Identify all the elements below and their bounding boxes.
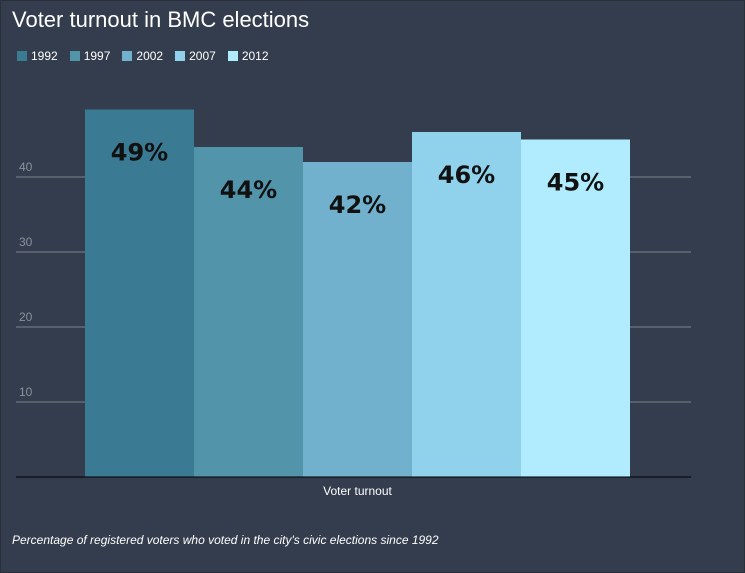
legend-item-2007: 2007 [175,49,216,63]
y-tick-label: 30 [19,235,33,249]
bar-2007 [412,132,521,477]
legend-label: 2012 [241,49,269,63]
legend-swatch [122,51,133,61]
legend-label: 2002 [136,49,164,63]
data-label: 42% [329,191,386,219]
legend-item-1992: 1992 [17,49,58,63]
y-tick-label: 10 [19,385,33,399]
bar-1992 [85,109,194,477]
legend-label: 2007 [189,49,216,63]
data-label: 49% [111,139,168,167]
chart-caption: Percentage of registered voters who vote… [12,533,439,547]
legend-swatch [227,51,238,61]
chart-legend: 1992 1997 2002 2007 2012 [17,49,269,63]
legend-item-2012: 2012 [227,49,269,63]
data-label: 46% [438,161,495,189]
bar-2012 [521,139,630,477]
legend-label: 1992 [31,49,58,63]
data-label: 44% [220,176,277,204]
x-category-label: Voter turnout [323,484,392,498]
bar-2002 [303,162,412,477]
y-tick-label: 20 [19,310,33,324]
chart-title: Voter turnout in BMC elections [12,7,310,32]
legend-item-2002: 2002 [122,49,163,63]
legend-swatch [17,51,27,61]
legend-label: 1997 [83,49,111,63]
legend-item-1997: 1997 [69,49,111,63]
data-label: 45% [547,169,604,197]
y-tick-label: 40 [19,160,33,174]
bar-1997 [194,147,303,477]
legend-swatch [175,51,186,61]
legend-swatch [69,51,80,61]
